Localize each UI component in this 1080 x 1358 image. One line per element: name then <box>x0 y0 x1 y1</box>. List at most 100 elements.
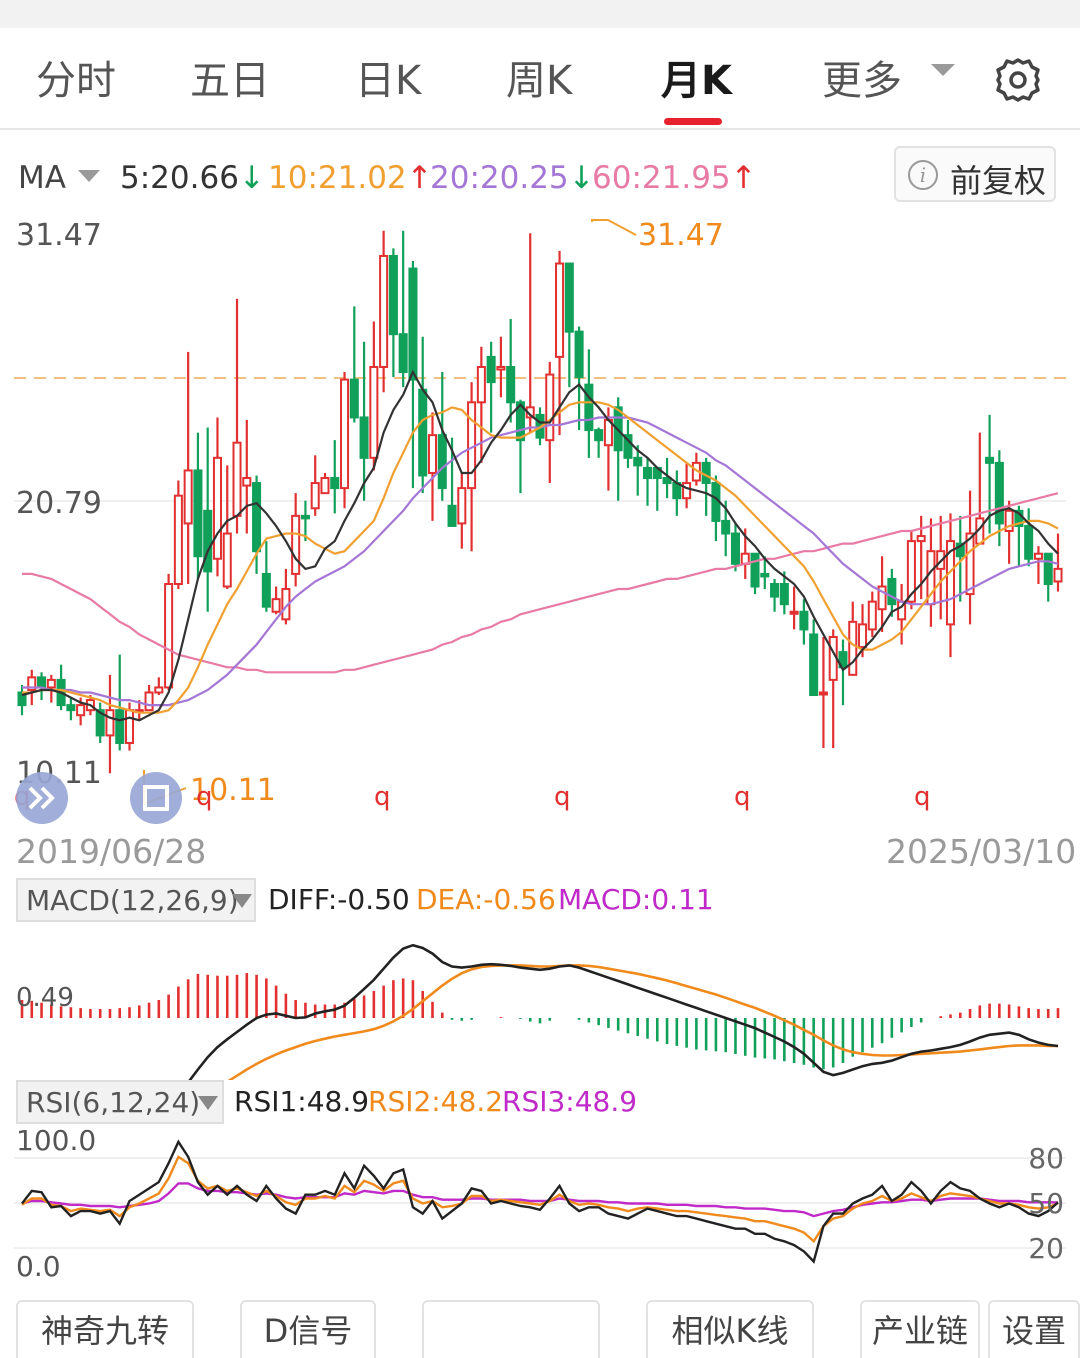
candle-down <box>66 704 76 712</box>
signal-marker: q <box>914 782 931 812</box>
nine-turn-button[interactable]: 神奇九转 <box>16 1300 194 1358</box>
info-icon: i <box>908 160 938 190</box>
candle-up <box>867 600 877 631</box>
candle-up <box>682 482 692 500</box>
candle-down <box>408 267 418 381</box>
candle-up <box>232 441 242 517</box>
rsi-level-80: 80 <box>1028 1142 1064 1175</box>
gear-icon[interactable] <box>994 56 1042 104</box>
candle-down <box>721 519 731 535</box>
caret-down-icon <box>198 1096 218 1110</box>
candle-up <box>555 262 565 358</box>
candle-up <box>173 494 183 585</box>
candle-up <box>76 704 86 717</box>
candle-up <box>320 477 330 495</box>
candle-down <box>887 577 897 606</box>
candle-up <box>105 709 115 737</box>
tab-monthly-k[interactable]: 月K <box>661 58 732 104</box>
candle-up <box>427 434 438 474</box>
candle-down <box>203 509 213 573</box>
caret-down-icon[interactable] <box>931 64 955 76</box>
candle-down <box>398 333 408 374</box>
rsi-selector[interactable]: RSI(6,12,24) <box>16 1080 224 1124</box>
candle-up <box>818 691 828 696</box>
rsi-level-50: 50 <box>1028 1187 1064 1220</box>
rsi-chart[interactable]: 100.0 0.0 80 50 20 <box>0 1124 1080 1290</box>
candle-up <box>379 254 389 368</box>
kline-chart[interactable]: 31.47 20.79 10.11 31.47 10.11 q q q q q … <box>0 210 1080 830</box>
candle-down <box>662 477 672 485</box>
candle-up <box>271 598 281 613</box>
price-axis-mid: 20.79 <box>16 486 102 521</box>
third-feature-button[interactable] <box>422 1300 600 1358</box>
start-date: 2019/06/28 <box>16 832 207 871</box>
candle-up <box>457 487 467 525</box>
candle-down <box>799 610 809 631</box>
macd-chart[interactable]: 0.49 <box>0 922 1080 1080</box>
candle-down <box>115 709 125 744</box>
signal-marker: q <box>374 782 391 812</box>
tab-daily-k[interactable]: 日K <box>355 58 422 104</box>
fullscreen-icon[interactable] <box>130 772 182 824</box>
tab-intraday[interactable]: 分时 <box>36 58 116 104</box>
candle-down <box>750 552 760 588</box>
candle-down <box>515 401 525 442</box>
high-annotation: 31.47 <box>638 218 724 253</box>
macd-dea-value: DEA:-0.56 <box>416 883 556 916</box>
candle-up <box>877 585 887 611</box>
candle-down <box>388 254 398 336</box>
tab-five-day[interactable]: 五日 <box>190 58 270 104</box>
rsi3-line <box>21 1182 1059 1218</box>
candle-up <box>496 365 506 371</box>
expand-icon[interactable] <box>16 772 68 824</box>
similar-kline-button[interactable]: 相似K线 <box>646 1300 814 1358</box>
rsi1-line <box>21 1139 1059 1264</box>
candle-down <box>779 582 789 606</box>
candle-down <box>506 365 516 404</box>
ma20-value: 20:20.25↓ <box>430 160 595 196</box>
candle-down <box>642 466 653 480</box>
rsi3-value: RSI3:48.9 <box>502 1085 638 1118</box>
candle-up <box>1033 552 1043 560</box>
high-annotation-leader <box>591 219 637 236</box>
caret-down-icon[interactable] <box>78 170 100 182</box>
signal-marker: q <box>196 782 213 812</box>
candle-up <box>476 365 486 404</box>
industry-chain-button[interactable]: 产业链 <box>860 1300 980 1358</box>
candle-down <box>252 482 262 553</box>
tab-more[interactable]: 更多 <box>822 58 902 104</box>
candle-down <box>261 572 271 608</box>
candle-down <box>95 709 105 737</box>
candle-down <box>1024 524 1034 560</box>
candle-down <box>486 355 496 384</box>
tab-weekly-k[interactable]: 周K <box>506 58 573 104</box>
ma5-value: 5:20.66↓ <box>120 160 265 196</box>
candle-up <box>164 582 174 689</box>
signal-marker: q <box>554 782 571 812</box>
candle-down <box>730 532 740 565</box>
candle-up <box>858 623 868 649</box>
candle-down <box>985 456 995 464</box>
rsi2-value: RSI2:48.2 <box>368 1085 504 1118</box>
macd-histogram-value: MACD:0.11 <box>558 883 714 916</box>
ma10-line <box>22 401 1059 714</box>
candle-down <box>1043 552 1053 585</box>
rsi-axis-bottom: 0.0 <box>16 1250 61 1283</box>
candle-down <box>330 477 340 490</box>
adjust-price-button[interactable]: i 前复权 <box>894 146 1056 202</box>
settings-button[interactable]: 设置 <box>988 1300 1080 1358</box>
status-strip <box>0 0 1080 28</box>
macd-selector-label: MACD(12,26,9) <box>26 884 239 917</box>
ma60-value: 60:21.95↑ <box>592 160 757 196</box>
candle-up <box>183 469 193 525</box>
candle-down <box>574 330 584 379</box>
ma-selector-label[interactable]: MA <box>18 160 66 196</box>
candle-up <box>212 456 222 560</box>
candle-down <box>447 504 457 527</box>
end-date: 2025/03/10 <box>886 832 1077 871</box>
macd-axis-label: 0.49 <box>16 983 74 1013</box>
candle-down <box>623 434 633 459</box>
macd-selector[interactable]: MACD(12,26,9) <box>16 878 256 922</box>
candle-up <box>291 514 301 575</box>
d-signal-button[interactable]: D信号 <box>240 1300 376 1358</box>
